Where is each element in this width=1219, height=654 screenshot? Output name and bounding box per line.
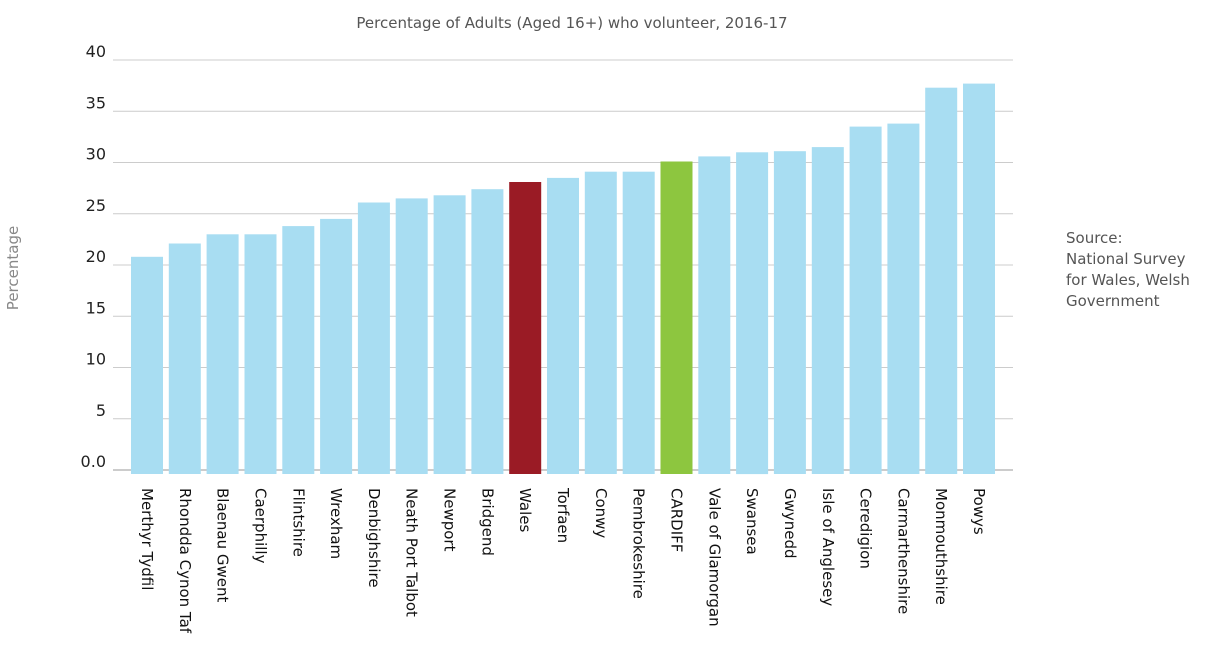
x-tick-label: Neath Port Talbot (403, 488, 421, 617)
x-tick-label: Flintshire (289, 488, 307, 557)
bar (660, 161, 693, 474)
bar (811, 147, 844, 474)
x-tick-label: Conwy (592, 488, 610, 538)
y-axis-label: Percentage (4, 226, 22, 310)
x-tick-label: Caerphilly (252, 488, 270, 564)
x-tick-label: Rhondda Cynon Taf (176, 488, 194, 634)
bar (206, 234, 239, 474)
x-tick-label: Vale of Glamorgan (705, 488, 723, 627)
x-tick-label: CARDIFF (668, 488, 686, 552)
bar (925, 87, 958, 474)
x-tick-label: Pembrokeshire (630, 488, 648, 599)
bar (887, 123, 920, 474)
bar (395, 198, 428, 474)
x-tick-label: Gwynedd (781, 488, 799, 559)
bar (471, 189, 504, 474)
x-tick-labels: Merthyr Tydfil Rhondda Cynon Taf Blaenau G… (138, 487, 988, 634)
bar (773, 151, 806, 474)
bar (131, 256, 163, 474)
bar (698, 156, 731, 474)
bar (282, 226, 315, 474)
bar (320, 218, 353, 474)
bar (584, 171, 617, 474)
x-tick-label: Newport (441, 488, 459, 552)
bar (357, 202, 390, 474)
source-note: Source: National Survey for Wales, Welsh… (1066, 229, 1190, 310)
x-tick-label: Isle of Anglesey (819, 488, 837, 606)
y-tick-label: 5 (96, 401, 106, 420)
y-tick-label: 25 (86, 196, 106, 215)
x-tick-label: Bridgend (478, 488, 496, 556)
y-tick-label: 30 (86, 145, 106, 164)
bar (963, 83, 995, 474)
y-tick-labels: 0.0 5 10 15 20 25 30 35 40 (81, 42, 106, 471)
y-tick-label: 20 (86, 247, 106, 266)
y-tick-label: 10 (86, 350, 106, 369)
y-tick-label: 15 (86, 298, 106, 317)
bars (131, 83, 995, 475)
bar (168, 243, 201, 474)
chart-title: Percentage of Adults (Aged 16+) who volu… (356, 14, 787, 32)
x-tick-label: Monmouthshire (932, 488, 950, 605)
x-tick-label: Torfaen (554, 487, 572, 543)
y-tick-label: 40 (86, 42, 106, 61)
x-tick-label: Merthyr Tydfil (138, 488, 156, 590)
x-tick-label: Blaenau Gwent (214, 488, 232, 602)
x-tick-label: Wrexham (327, 488, 345, 559)
bar (736, 152, 769, 475)
bar (433, 195, 466, 475)
x-tick-label: Carmarthenshire (894, 488, 912, 614)
x-tick-label: Swansea (743, 488, 761, 555)
bar (244, 234, 277, 474)
x-tick-label: Ceredigion (857, 488, 875, 569)
x-tick-label: Wales (516, 488, 534, 532)
y-tick-label: 35 (86, 93, 106, 112)
bar (547, 177, 579, 474)
bar (509, 182, 542, 474)
x-tick-label: Powys (970, 488, 988, 535)
bar (622, 171, 655, 474)
bar (849, 126, 882, 474)
x-tick-label: Denbighshire (365, 488, 383, 588)
y-tick-label: 0.0 (81, 452, 106, 471)
